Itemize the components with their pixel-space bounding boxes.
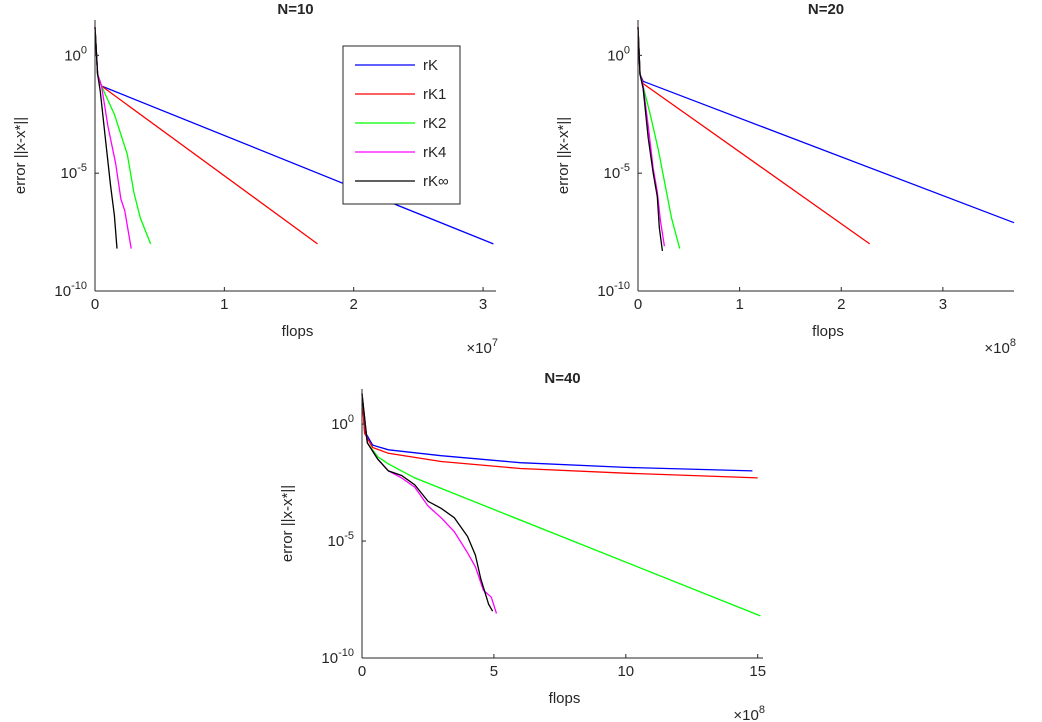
- chart-title: N=40: [544, 370, 580, 387]
- series-line-rKinf: [637, 27, 664, 251]
- series-line-rK1: [94, 27, 318, 245]
- chart-panel-3: N=40 0 5 10 15 100 10-5 10-10 flops ×108 error ||x…: [279, 370, 766, 722]
- series-line-rK1: [361, 393, 758, 479]
- legend-box: [342, 45, 461, 205]
- chart-title: N=10: [277, 1, 313, 18]
- series-line-rK4: [361, 393, 498, 614]
- x-tick-label: 15: [749, 663, 766, 680]
- y-axis-label: error ||x-x*||: [555, 117, 572, 194]
- series-line-rK1: [637, 27, 871, 245]
- x-exponent-label: ×108: [984, 337, 1016, 357]
- x-tick-label: 2: [350, 296, 358, 313]
- legend-label-rK1: rK1: [423, 86, 446, 103]
- x-exponent-label: ×107: [466, 337, 498, 357]
- y-tick-label: 100: [331, 413, 354, 433]
- x-tick-label: 0: [358, 663, 366, 680]
- series-line-rK: [361, 393, 753, 472]
- x-tick-label: 2: [837, 296, 845, 313]
- x-exponent-label: ×108: [733, 704, 765, 722]
- x-tick-label: 0: [634, 296, 642, 313]
- x-axis-label: flops: [812, 323, 844, 340]
- y-tick-label: 10-5: [604, 162, 630, 182]
- x-tick-label: 1: [220, 296, 228, 313]
- series-line-rK2: [94, 27, 152, 245]
- y-axis-label: error ||x-x*||: [279, 485, 296, 562]
- y-tick-label: 10-10: [54, 280, 87, 300]
- y-tick-label: 100: [607, 44, 630, 64]
- x-axis-label: flops: [282, 323, 314, 340]
- x-tick-label: 5: [490, 663, 498, 680]
- legend: rK rK1 rK2 rK4 rK∞: [342, 45, 461, 205]
- x-axis-label: flops: [549, 690, 581, 707]
- x-tick-label: 1: [735, 296, 743, 313]
- x-tick-label: 10: [617, 663, 634, 680]
- x-tick-label: 3: [479, 296, 487, 313]
- legend-label-rK4: rK4: [423, 144, 446, 161]
- chart-panel-2: N=20 0 1 2 3 100 10-5 10-10 flops ×108 error ||x-x…: [555, 1, 1016, 357]
- y-tick-label: 100: [64, 44, 87, 64]
- chart-panel-1: N=10 0 1 2 3 100 10-5 10-10 flops ×107 error ||x-x…: [12, 1, 498, 357]
- x-tick-label: 3: [939, 296, 947, 313]
- y-tick-label: 10-10: [321, 647, 354, 667]
- series-line-rK: [637, 27, 1015, 224]
- x-tick-label: 0: [91, 296, 99, 313]
- series-line-rKinf: [94, 27, 118, 249]
- legend-label-rKinf: rK∞: [423, 173, 449, 190]
- legend-label-rK: rK: [423, 57, 438, 74]
- chart-title: N=20: [808, 1, 844, 18]
- series-line-rK2: [361, 393, 761, 617]
- series-line-rKinf: [361, 393, 494, 612]
- series-line-rK4: [637, 27, 666, 247]
- y-tick-label: 10-5: [61, 162, 87, 182]
- y-tick-label: 10-5: [328, 530, 354, 550]
- legend-label-rK2: rK2: [423, 115, 446, 132]
- y-axis-label: error ||x-x*||: [12, 117, 29, 194]
- y-tick-label: 10-10: [597, 280, 630, 300]
- series-line-rK4: [94, 27, 132, 249]
